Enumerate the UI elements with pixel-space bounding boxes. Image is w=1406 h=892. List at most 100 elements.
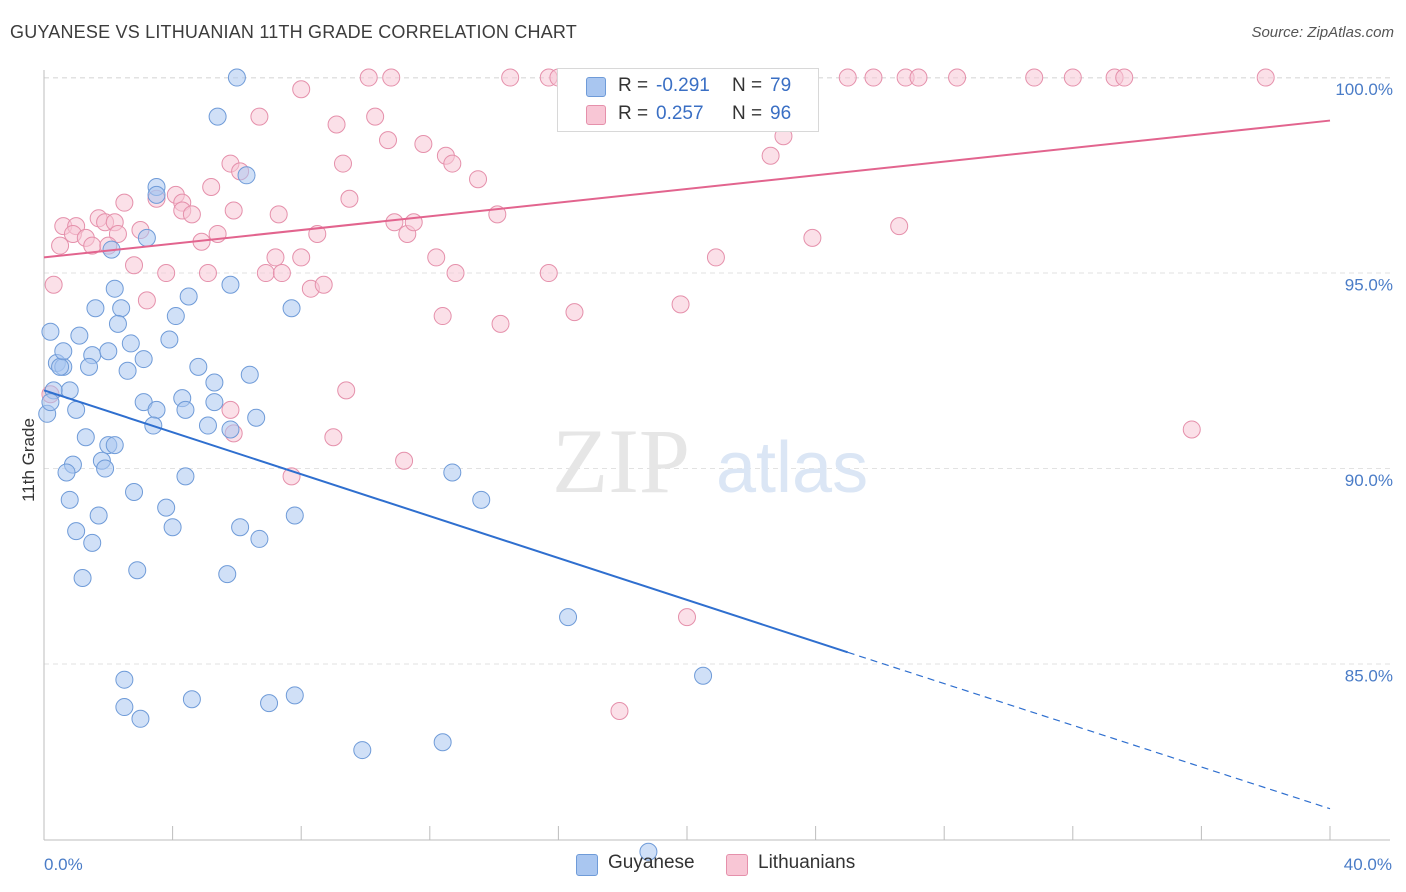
guyanese-point [41, 393, 60, 412]
guyanese-point [221, 275, 240, 294]
lithuanians-point [1256, 68, 1275, 87]
guyanese-point [163, 518, 182, 537]
legend-row-lithuanians: R = 0.257 N = 96 [558, 101, 818, 129]
guyanese-point [108, 314, 127, 333]
chart-title: GUYANESE VS LITHUANIAN 11TH GRADE CORREL… [10, 22, 577, 42]
guyanese-point [260, 694, 279, 713]
lithuanians-point [108, 224, 127, 243]
legend-swatch-guyanese [586, 77, 606, 97]
lithuanians-point [272, 264, 291, 283]
lithuanians-point [838, 68, 857, 87]
guyanese-point [76, 428, 95, 447]
legend-n-label: N = [732, 103, 763, 124]
legend-r-label: R = [618, 103, 649, 124]
lithuanians-point [491, 314, 510, 333]
lithuanians-point [44, 275, 63, 294]
guyanese-point [285, 506, 304, 525]
lithuanians-point [864, 68, 883, 87]
guyanese-point [285, 686, 304, 705]
legend-n-value: 96 [770, 103, 792, 124]
y-tick-label: 90.0% [1345, 471, 1393, 490]
lithuanians-point [446, 264, 465, 283]
lithuanians-point [501, 68, 520, 87]
lithuanians-point [395, 451, 414, 470]
guyanese-point [134, 350, 153, 369]
guyanese-point [121, 334, 140, 353]
guyanese-point [472, 490, 491, 509]
lithuanians-point [909, 68, 928, 87]
guyanese-point [282, 299, 301, 318]
guyanese-point [198, 416, 217, 435]
guyanese-point [131, 709, 150, 728]
source-label: Source: ZipAtlas.com [1251, 24, 1394, 41]
guyanese-point [433, 733, 452, 752]
lithuanians-point [221, 400, 240, 419]
bottom-legend-label-guyanese: Guyanese [608, 852, 695, 873]
guyanese-point [57, 463, 76, 482]
guyanese-point [694, 666, 713, 685]
guyanese-point [89, 506, 108, 525]
guyanese-point [227, 68, 246, 87]
guyanese-point [205, 373, 224, 392]
guyanese-point [128, 561, 147, 580]
guyanese-point [86, 299, 105, 318]
lithuanians-points [41, 68, 1275, 720]
guyanese-point [105, 436, 124, 455]
lithuanians-point [314, 275, 333, 294]
guyanese-point [147, 185, 166, 204]
lithuanians-point [379, 131, 398, 150]
lithuanians-point [1115, 68, 1134, 87]
guyanese-point [105, 279, 124, 298]
lithuanians-point [382, 68, 401, 87]
guyanese-point [73, 569, 92, 588]
bottom-legend-swatch-guyanese [576, 854, 598, 876]
lithuanians-point [266, 248, 285, 267]
watermark-zip: ZIP [552, 410, 690, 512]
lithuanians-point [1182, 420, 1201, 439]
guyanese-point [112, 299, 131, 318]
lithuanians-point [404, 213, 423, 232]
lithuanians-point [385, 213, 404, 232]
guyanese-point [231, 518, 250, 537]
lithuanians-point [292, 80, 311, 99]
guyanese-point [160, 330, 179, 349]
guyanese-point [166, 307, 185, 326]
lithuanians-point [890, 217, 909, 236]
guyanese-trend-extension [847, 651, 1331, 810]
lithuanians-point [359, 68, 378, 87]
guyanese-point [137, 228, 156, 247]
lithuanians-point [803, 228, 822, 247]
lithuanians-point [269, 205, 288, 224]
guyanese-point [218, 565, 237, 584]
bottom-legend-label-lithuanians: Lithuanians [758, 852, 856, 873]
legend-r-label: R = [618, 75, 649, 96]
lithuanians-point [610, 701, 629, 720]
axes [43, 70, 1390, 841]
guyanese-point [247, 408, 266, 427]
guyanese-point [67, 522, 86, 541]
guyanese-point [559, 608, 578, 627]
guyanese-point [96, 459, 115, 478]
trend-lines [43, 119, 1331, 810]
lithuanians-point [427, 248, 446, 267]
guyanese-points [38, 68, 713, 861]
guyanese-point [240, 365, 259, 384]
guyanese-point [67, 400, 86, 419]
guyanese-point [208, 107, 227, 126]
guyanese-point [118, 361, 137, 380]
tick-labels: 100.0% 95.0% 90.0% 85.0% 0.0% 40.0% [44, 80, 1393, 874]
lithuanians-point [115, 193, 134, 212]
y-axis-label: 11th Grade [19, 418, 38, 502]
lithuanians-point [202, 178, 221, 197]
lithuanians-point [224, 201, 243, 220]
guyanese-point [80, 357, 99, 376]
guyanese-point [115, 698, 134, 717]
guyanese-point [41, 322, 60, 341]
lithuanians-point [469, 170, 488, 189]
lithuanians-point [366, 107, 385, 126]
guyanese-point [125, 483, 144, 502]
y-tick-label: 100.0% [1335, 80, 1393, 99]
guyanese-point [51, 357, 70, 376]
guyanese-point [176, 400, 195, 419]
